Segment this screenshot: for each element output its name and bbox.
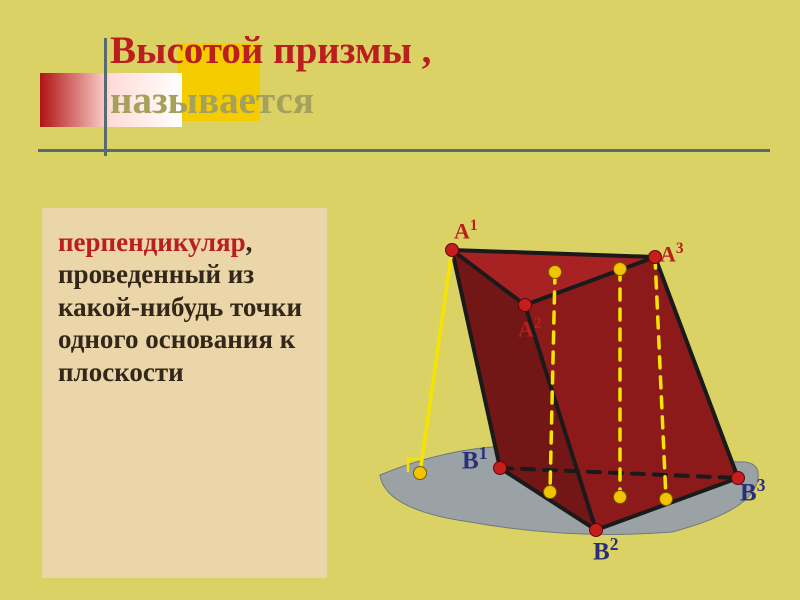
- title-line-1: Высотой призмы ,: [110, 28, 431, 73]
- definition-box: перпендикуляр, проведенный из какой-нибу…: [42, 208, 327, 578]
- definition-highlight: перпендикуляр: [58, 227, 246, 257]
- vertex-label: А2: [518, 315, 542, 342]
- prism-diagram: А1 А3 А2 В1 В2 В3: [350, 210, 770, 580]
- vertex-label: А1: [454, 217, 478, 244]
- diagram-svg: [350, 210, 770, 580]
- deco-vertical-line: [104, 38, 107, 156]
- title-line-2: называется: [110, 78, 314, 123]
- vertex-label: В3: [740, 475, 765, 507]
- slide: Высотой призмы , называется перпендикуля…: [0, 0, 800, 600]
- vertex-label: В2: [593, 534, 618, 566]
- deco-horizontal-line: [38, 149, 770, 152]
- vertex-label: В1: [462, 443, 487, 475]
- vertex-label: А3: [660, 240, 684, 267]
